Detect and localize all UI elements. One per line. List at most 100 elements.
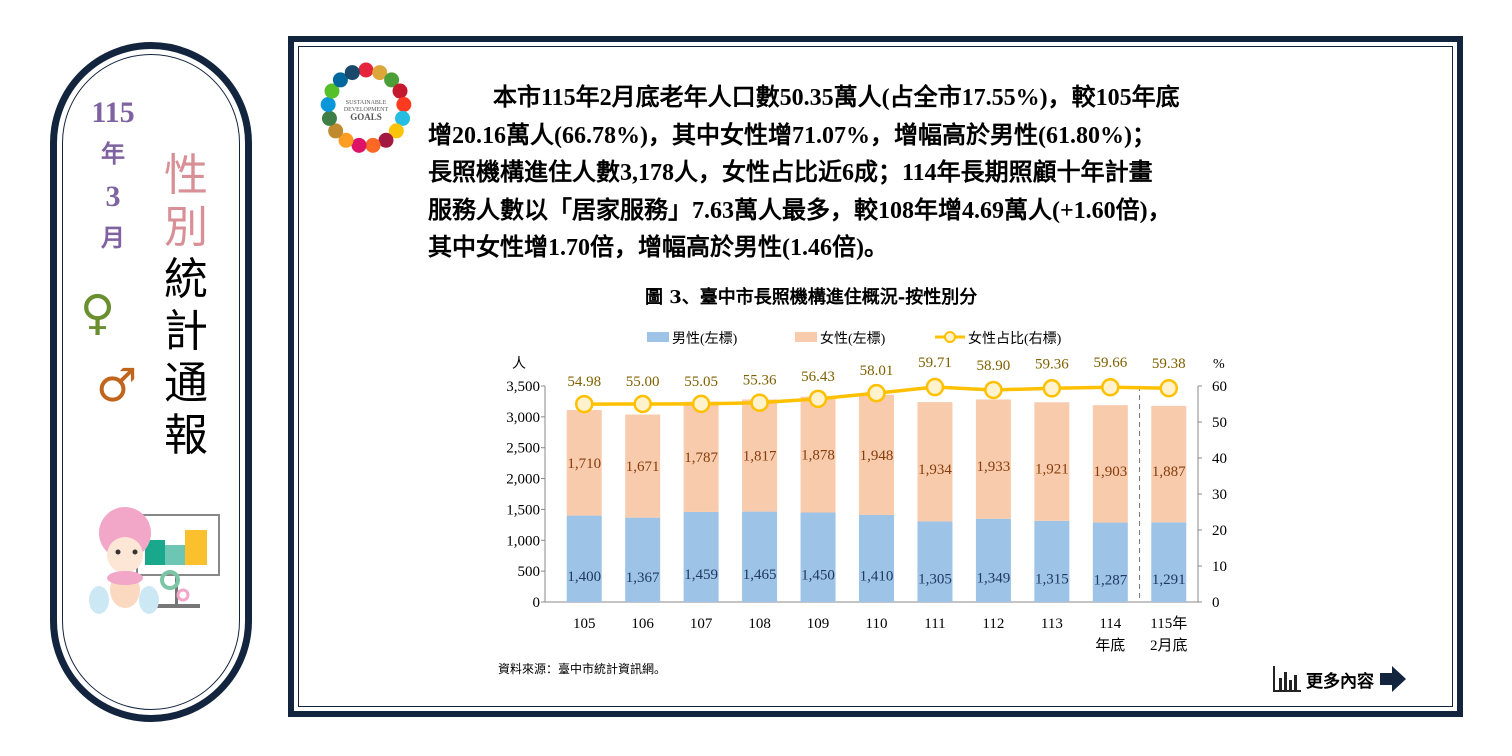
y-tick-label-right: 60 — [1212, 379, 1227, 395]
sdg-goal-tile — [338, 132, 354, 148]
bar-female — [683, 401, 719, 512]
y-tick-label-right: 10 — [1212, 559, 1227, 575]
data-label-ratio: 55.36 — [743, 373, 777, 389]
data-label-male: 1,410 — [860, 568, 894, 584]
bar-female — [1151, 405, 1187, 523]
point-female-ratio — [574, 394, 594, 414]
x-tick-label: 115年 — [1150, 615, 1187, 632]
data-label-female: 1,878 — [801, 448, 835, 464]
mascot-illustration — [89, 507, 220, 614]
legend-marker-ratio — [944, 331, 956, 343]
arrow-right-icon — [1380, 666, 1406, 692]
summary-line: 服務人數以「居家服務」7.63萬人最多，較108年增4.69萬人(+1.60倍)… — [428, 197, 1172, 224]
bar-male — [625, 517, 661, 602]
bar-male — [683, 511, 719, 602]
data-label-male: 1,291 — [1152, 572, 1186, 588]
data-label-female: 1,671 — [626, 459, 660, 475]
summary-line: 本市115年2月底老年人口數50.35萬人(占全市17.55%)，較105年底 — [493, 85, 1180, 111]
y-tick-label-left: 2,000 — [506, 472, 540, 488]
data-label-ratio: 56.43 — [801, 369, 835, 385]
data-label-ratio: 59.38 — [1152, 356, 1186, 372]
newsletter-title: 性 別 統 計 通 報 — [158, 150, 214, 462]
y-axis-label-right: % — [1213, 357, 1225, 372]
data-label-female: 1,903 — [1093, 464, 1127, 480]
data-label-female: 1,787 — [684, 450, 718, 466]
main-panel — [288, 36, 1463, 717]
y-tick-label-left: 3,000 — [506, 410, 540, 426]
year: 115 — [91, 96, 135, 129]
chart-title: 圖 3、臺中市長照機構進住概況-按性別分 — [645, 287, 978, 308]
x-tick-label: 112 — [982, 616, 1004, 632]
point-female-ratio — [984, 380, 1003, 400]
sdg-logo: SUSTAINABLE DEVELOPMENT GOALS — [320, 62, 412, 153]
y-tick-label-right: 40 — [1212, 451, 1227, 467]
y-tick-label-left: 3,500 — [506, 379, 540, 395]
sidebar-frame — [50, 42, 252, 722]
data-label-male: 1,367 — [626, 570, 660, 586]
female-symbol-icon: ♀ — [80, 285, 116, 341]
title-char: 通 — [164, 358, 208, 409]
x-tick-label: 2月底 — [1150, 637, 1188, 654]
bar-chart-icon — [1273, 666, 1301, 692]
y-tick-label-right: 20 — [1212, 523, 1227, 539]
y-tick-label-left: 0 — [533, 595, 541, 611]
x-tick-label: 114 — [1099, 616, 1121, 632]
data-label-male: 1,305 — [918, 572, 952, 588]
data-label-male: 1,465 — [743, 567, 777, 583]
sdg-goal-tile — [321, 110, 337, 126]
data-label-female: 1,887 — [1152, 464, 1186, 480]
bar-male — [975, 518, 1011, 602]
y-tick-label-right: 0 — [1212, 595, 1220, 611]
bar-male — [1092, 522, 1128, 602]
title-char: 別 — [164, 202, 208, 253]
data-label-female: 1,817 — [743, 449, 777, 465]
sdg-goal-tile — [392, 83, 408, 99]
sdg-goal-tile — [372, 65, 388, 81]
bar-female — [1092, 405, 1128, 523]
data-label-male: 1,315 — [1035, 571, 1069, 587]
data-label-ratio: 54.98 — [567, 374, 601, 390]
x-tick-label: 108 — [748, 616, 771, 632]
point-female-ratio — [633, 394, 652, 414]
bar-female — [742, 399, 778, 512]
bar-female — [800, 396, 836, 513]
svg-text:SUSTAINABLE: SUSTAINABLE — [346, 100, 387, 106]
sdg-goal-tile — [378, 132, 394, 148]
data-label-ratio: 59.66 — [1093, 355, 1127, 371]
male-symbol-icon: ♂ — [96, 358, 138, 412]
data-label-male: 1,400 — [567, 569, 601, 585]
data-label-ratio: 59.36 — [1035, 356, 1069, 372]
svg-text:DEVELOPMENT: DEVELOPMENT — [344, 107, 389, 113]
sdg-goal-tile — [324, 83, 340, 99]
x-tick-label: 113 — [1041, 616, 1063, 632]
point-female-ratio — [925, 377, 945, 397]
y-tick-label-left: 1,000 — [506, 533, 540, 549]
point-female-ratio — [867, 383, 886, 403]
data-label-male: 1,459 — [684, 567, 718, 583]
y-tick-label-left: 1,500 — [506, 502, 540, 518]
sdg-goal-tile — [328, 123, 344, 139]
title-char: 計 — [164, 306, 208, 357]
year-unit: 年 — [101, 142, 125, 168]
x-tick-label: 105 — [573, 616, 596, 632]
more-content-button[interactable]: 更多內容 — [1272, 664, 1408, 694]
bar-male — [917, 521, 953, 602]
y-tick-label-right: 50 — [1212, 415, 1227, 431]
month: 3 — [105, 180, 121, 213]
sdg-goal-tile — [384, 72, 400, 88]
sdg-goal-tile — [365, 137, 381, 153]
data-label-ratio: 58.01 — [860, 363, 894, 379]
title-char: 報 — [164, 410, 208, 461]
data-label-ratio: 55.00 — [626, 374, 660, 390]
bar-female — [566, 410, 602, 516]
sdg-goal-tile — [344, 65, 360, 81]
bar-female — [917, 402, 953, 522]
data-label-male: 1,287 — [1093, 572, 1127, 588]
y-axis-label-left: 人 — [512, 356, 526, 372]
issue-date: 115 年 3 月 — [83, 92, 143, 260]
y-tick-label-right: 30 — [1212, 487, 1227, 503]
x-tick-label: 107 — [690, 616, 713, 632]
point-female-ratio — [1159, 378, 1179, 398]
bar-female — [859, 394, 894, 515]
legend-label-ratio: 女性占比(右標) — [968, 330, 1062, 347]
